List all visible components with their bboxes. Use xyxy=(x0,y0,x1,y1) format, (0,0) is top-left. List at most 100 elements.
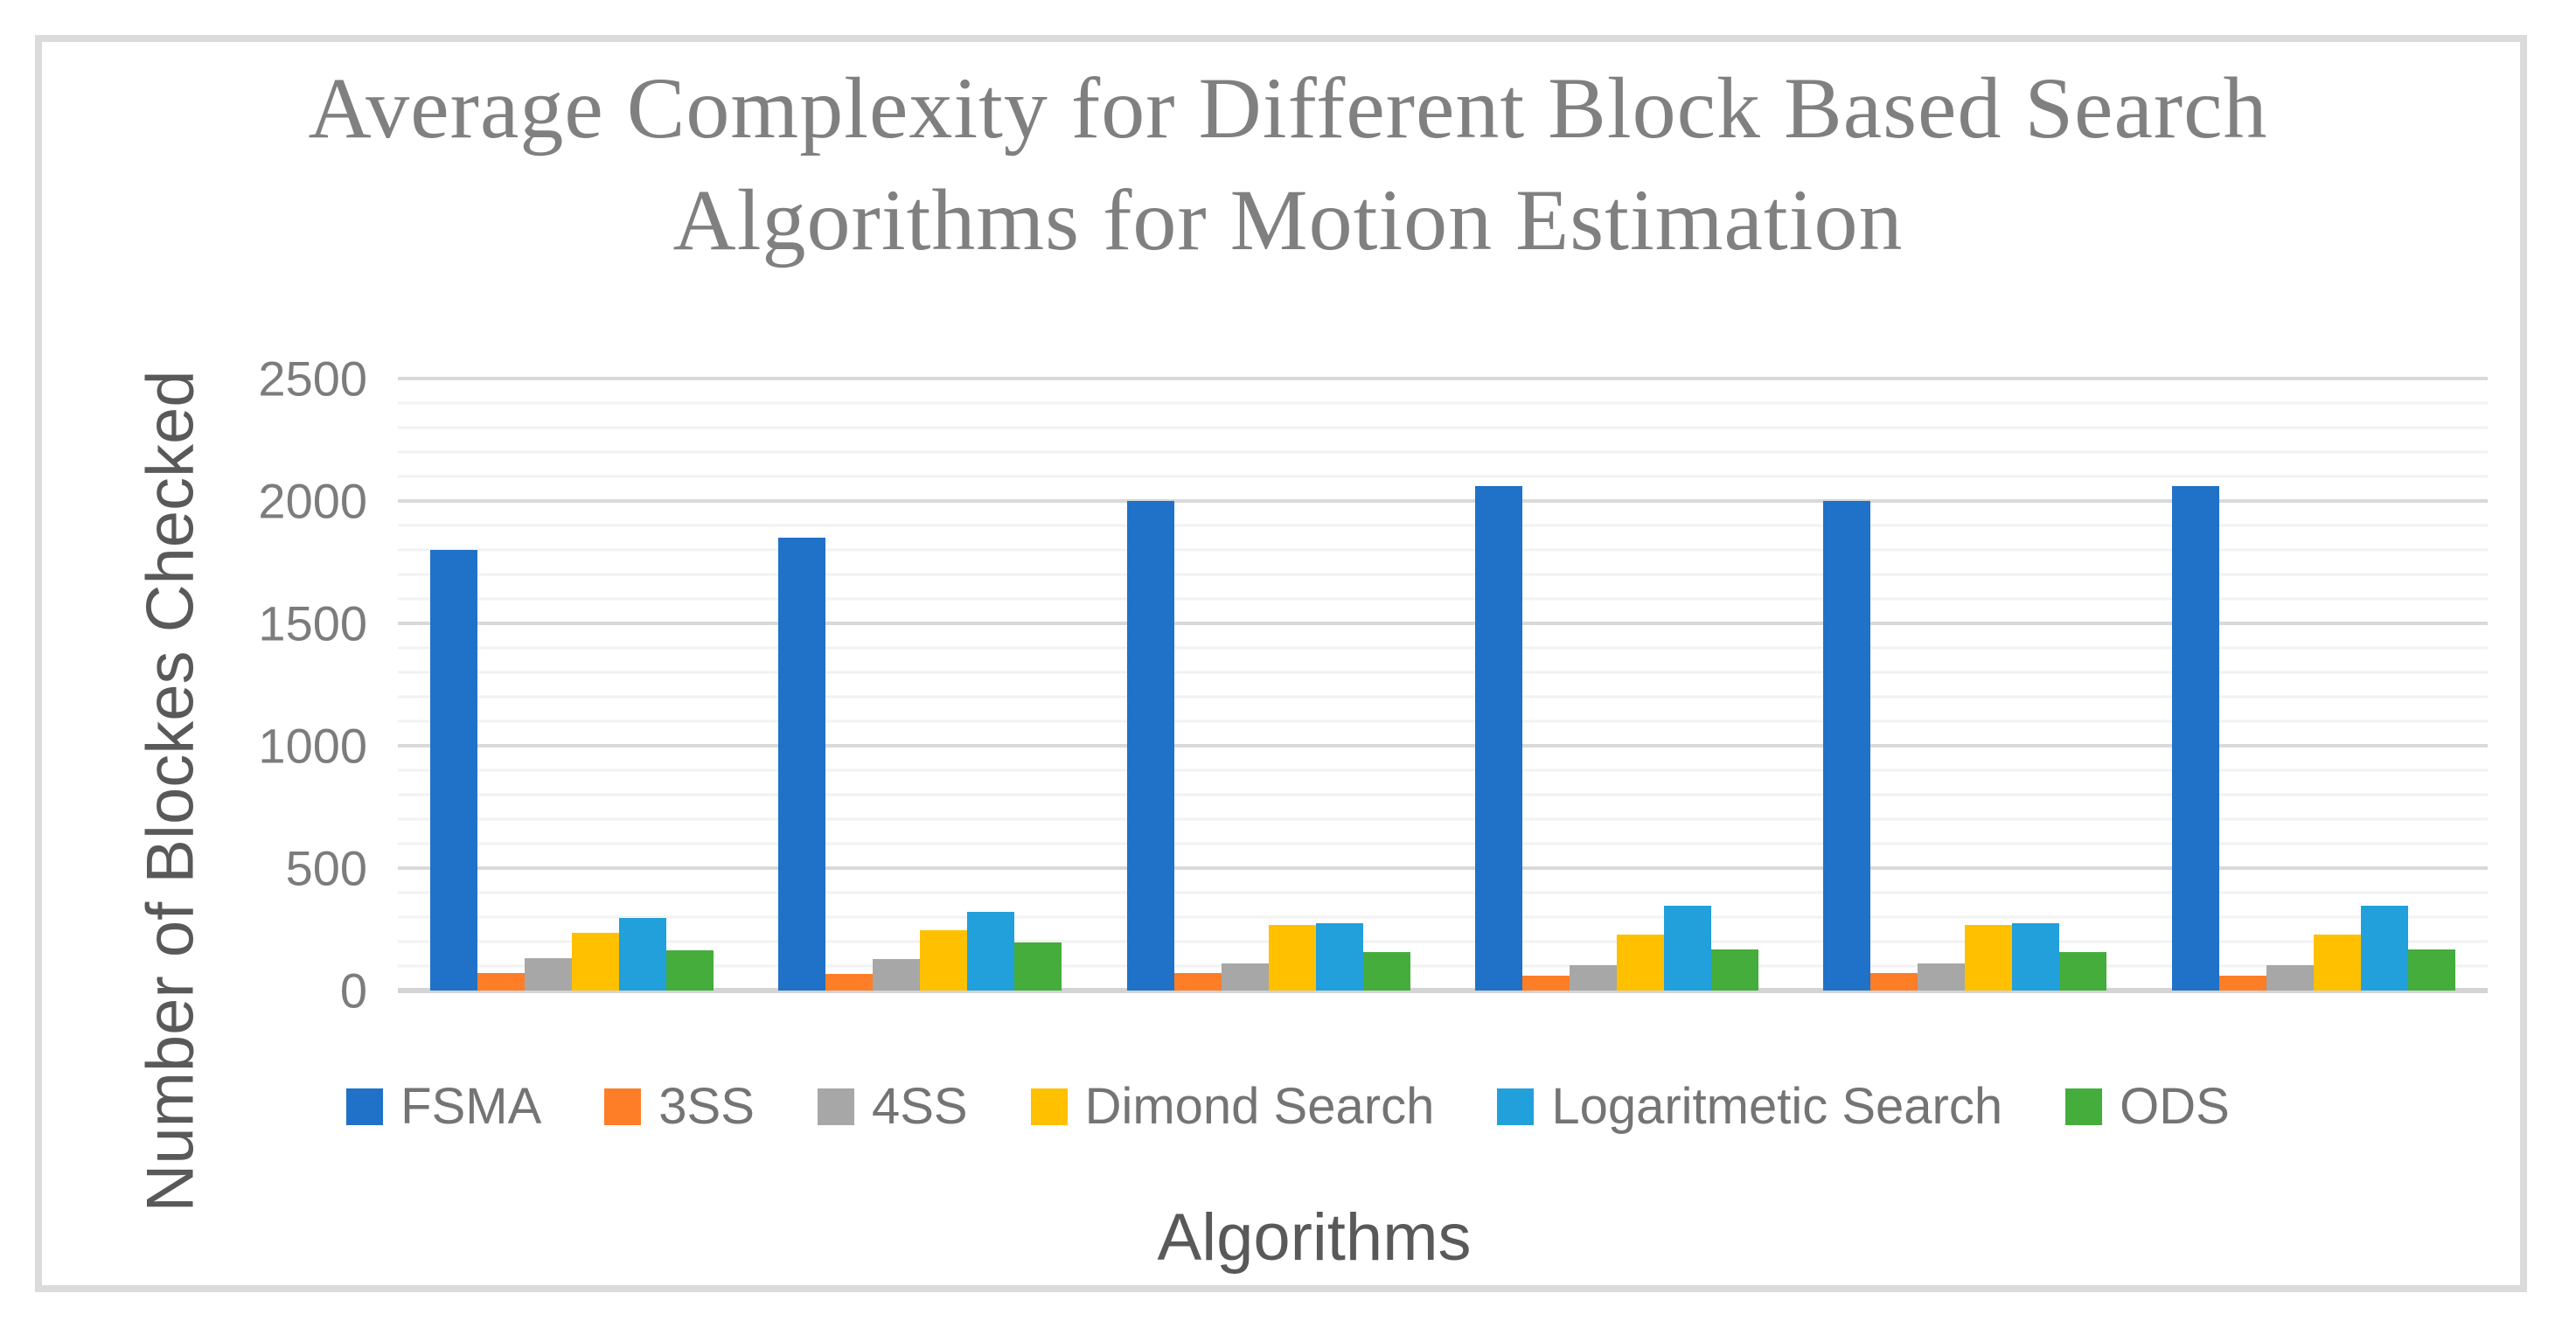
minor-gridline xyxy=(398,891,2488,894)
major-gridline xyxy=(398,866,2488,870)
minor-gridline xyxy=(398,573,2488,576)
major-gridline xyxy=(398,377,2488,380)
major-gridline xyxy=(398,622,2488,625)
bar-3ss xyxy=(477,972,526,991)
bar-dimond-search xyxy=(1965,924,2013,991)
minor-gridline xyxy=(398,450,2488,454)
y-axis-tick-labels: 0 500 1000 1500 2000 2500 xyxy=(140,351,367,1019)
bar-3ss xyxy=(2218,975,2266,991)
bar-ods xyxy=(1362,952,1410,991)
bar-3ss xyxy=(825,973,874,991)
legend-swatch xyxy=(1497,1088,1535,1125)
bar-3ss xyxy=(1173,973,1222,991)
minor-gridline xyxy=(398,720,2488,723)
bar-4ss xyxy=(2266,964,2314,991)
minor-gridline xyxy=(398,646,2488,650)
y-tick-label: 500 xyxy=(285,840,367,896)
major-gridline xyxy=(398,744,2488,747)
bar-logaritmetic-search xyxy=(2012,923,2060,991)
minor-gridline xyxy=(398,597,2488,601)
legend-swatch xyxy=(2065,1088,2103,1125)
minor-gridline xyxy=(398,695,2488,699)
bar-logaritmetic-search xyxy=(967,912,1015,991)
bar-4ss xyxy=(1918,963,1966,991)
bar-dimond-search xyxy=(2313,935,2361,991)
legend-label: FSMA xyxy=(400,1078,542,1135)
plot-area xyxy=(398,377,2488,993)
bar-dimond-search xyxy=(1268,924,1316,991)
minor-gridline xyxy=(398,940,2488,943)
y-tick-label: 0 xyxy=(339,963,367,1019)
legend-swatch xyxy=(604,1088,642,1125)
bar-4ss xyxy=(873,959,921,991)
bar-fsma xyxy=(1475,486,1523,991)
bar-ods xyxy=(2059,952,2107,991)
minor-gridline xyxy=(398,426,2488,429)
bar-fsma xyxy=(430,550,478,991)
bar-logaritmetic-search xyxy=(619,918,667,991)
legend-label: Logaritmetic Search xyxy=(1551,1078,2003,1135)
bar-fsma xyxy=(2171,486,2219,991)
bar-ods xyxy=(666,949,714,991)
legend-label: ODS xyxy=(2120,1078,2230,1135)
legend-swatch xyxy=(1030,1088,1068,1125)
minor-gridline xyxy=(398,524,2488,527)
minor-gridline xyxy=(398,915,2488,919)
bar-4ss xyxy=(1570,964,1618,991)
legend-item-fsma: FSMA xyxy=(346,1077,541,1136)
minor-gridline xyxy=(398,793,2488,796)
bar-group xyxy=(746,379,1094,991)
chart-title-line1: Average Complexity for Different Block B… xyxy=(308,59,2268,156)
legend-item-logaritmetic-search: Logaritmetic Search xyxy=(1497,1077,2002,1136)
minor-gridline xyxy=(398,671,2488,674)
minor-gridline xyxy=(398,401,2488,405)
y-tick-label: 2000 xyxy=(258,473,367,529)
minor-gridline xyxy=(398,817,2488,821)
chart-title: Average Complexity for Different Block B… xyxy=(0,52,2576,276)
legend: FSMA 3SS 4SS Dimond Search Logaritmetic Sear… xyxy=(0,1077,2576,1136)
bar-group xyxy=(1791,379,2139,991)
legend-label: 4SS xyxy=(871,1078,968,1135)
x-axis-line xyxy=(398,988,2488,993)
bar-group xyxy=(1443,379,1791,991)
bar-dimond-search xyxy=(572,932,620,991)
minor-gridline xyxy=(398,548,2488,552)
legend-item-3ss: 3SS xyxy=(604,1077,755,1136)
legend-swatch xyxy=(346,1088,384,1125)
y-tick-label: 2500 xyxy=(258,351,367,407)
minor-gridline xyxy=(398,475,2488,478)
bar-dimond-search xyxy=(920,930,968,991)
legend-label: 3SS xyxy=(658,1078,755,1135)
bar-ods xyxy=(1014,942,1062,991)
bar-group xyxy=(2140,379,2488,991)
bar-ods xyxy=(1711,949,1759,991)
bar-logaritmetic-search xyxy=(1664,906,1712,991)
y-tick-label: 1500 xyxy=(258,595,367,651)
major-gridline xyxy=(398,499,2488,503)
x-axis-title: Algorithms xyxy=(1157,1200,1472,1275)
bar-group xyxy=(398,379,746,991)
legend-item-dimond-search: Dimond Search xyxy=(1030,1077,1435,1136)
bar-logaritmetic-search xyxy=(1315,923,1363,991)
chart-title-line2: Algorithms for Motion Estimation xyxy=(672,171,1904,268)
bar-fsma xyxy=(1823,501,1871,991)
legend-swatch xyxy=(817,1088,854,1125)
legend-label: Dimond Search xyxy=(1084,1078,1435,1135)
bar-fsma xyxy=(1126,501,1174,991)
legend-item-4ss: 4SS xyxy=(817,1077,968,1136)
y-tick-label: 1000 xyxy=(258,718,367,774)
bar-fsma xyxy=(778,538,826,991)
bar-4ss xyxy=(1221,963,1269,991)
bar-groups xyxy=(398,379,2488,991)
minor-gridline xyxy=(398,842,2488,845)
minor-gridline xyxy=(398,964,2488,968)
bar-group xyxy=(1095,379,1443,991)
bar-3ss xyxy=(1522,975,1570,991)
bar-logaritmetic-search xyxy=(2360,906,2408,991)
bar-3ss xyxy=(1870,973,1918,991)
bar-dimond-search xyxy=(1617,935,1665,991)
minor-gridline xyxy=(398,768,2488,772)
bar-4ss xyxy=(525,958,573,991)
bar-ods xyxy=(2407,949,2455,991)
legend-item-ods: ODS xyxy=(2065,1077,2230,1136)
